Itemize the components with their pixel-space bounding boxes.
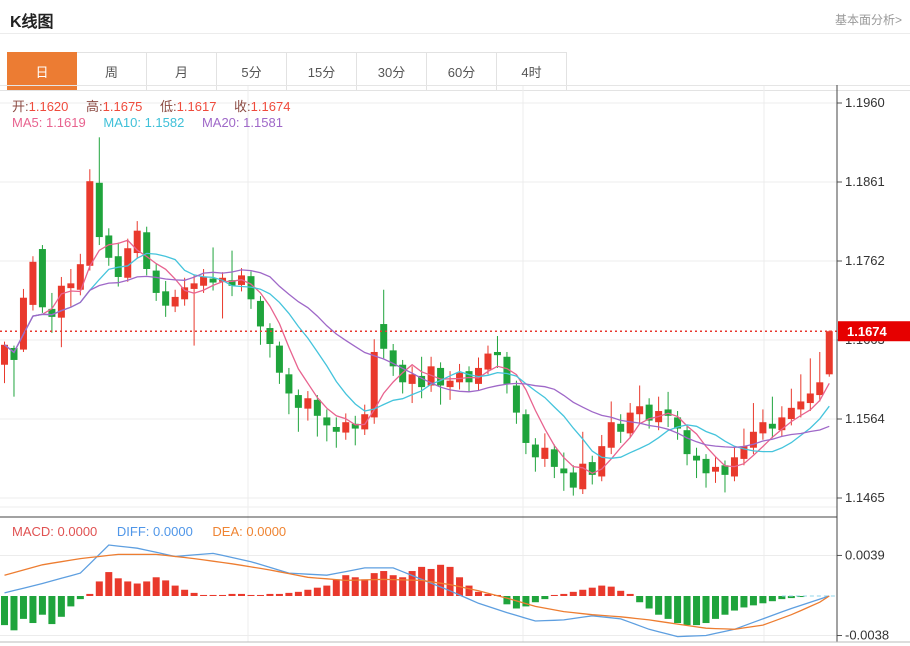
high-value: 1.1675 <box>102 99 143 114</box>
ma5-readout: MA5: 1.1619 <box>12 115 86 130</box>
fundamental-analysis-link[interactable]: 基本面分析> <box>834 13 902 27</box>
tab-5min[interactable]: 5分 <box>217 52 287 91</box>
svg-text:1.1674: 1.1674 <box>847 324 888 339</box>
period-tabbar: 日 周 月 5分 15分 30分 60分 4时 <box>7 52 567 91</box>
chart-area: 1.19601.18611.17621.16631.15641.14650.00… <box>0 85 910 643</box>
header-divider <box>0 33 910 34</box>
svg-text:1.1465: 1.1465 <box>845 490 885 505</box>
ma20-readout: MA20: 1.1581 <box>201 115 283 130</box>
svg-text:1.1762: 1.1762 <box>845 253 885 268</box>
low-label: 低: <box>160 99 177 114</box>
page-title: K线图 <box>10 14 54 31</box>
close-value: 1.1674 <box>250 99 291 114</box>
tab-month[interactable]: 月 <box>147 52 217 91</box>
open-label: 开: <box>12 99 29 114</box>
tab-15min[interactable]: 15分 <box>287 52 357 91</box>
tab-30min[interactable]: 30分 <box>357 52 427 91</box>
ma-readout: MA5: 1.1619 MA10: 1.1582 MA20: 1.1581 <box>12 115 283 130</box>
ohlc-readout: 开:1.1620 高:1.1675 低:1.1617 收:1.1674 <box>12 96 304 115</box>
svg-text:-0.0038: -0.0038 <box>845 628 889 643</box>
svg-text:0.0039: 0.0039 <box>845 547 885 562</box>
close-label: 收: <box>234 99 251 114</box>
macd-value: MACD: 0.0000 <box>12 524 98 539</box>
tab-4hour[interactable]: 4时 <box>497 52 567 91</box>
tab-60min[interactable]: 60分 <box>427 52 497 91</box>
high-label: 高: <box>86 99 103 114</box>
svg-text:1.1564: 1.1564 <box>845 411 885 426</box>
macd-readout: MACD: 0.0000 DIFF: 0.0000 DEA: 0.0000 <box>12 524 286 539</box>
svg-text:1.1861: 1.1861 <box>845 174 885 189</box>
diff-value: DIFF: 0.0000 <box>116 524 193 539</box>
dea-value: DEA: 0.0000 <box>212 524 287 539</box>
open-value: 1.1620 <box>28 99 69 114</box>
ma10-readout: MA10: 1.1582 <box>103 115 185 130</box>
kline-chart-svg: 1.19601.18611.17621.16631.15641.14650.00… <box>0 85 910 643</box>
svg-text:1.1960: 1.1960 <box>845 95 885 110</box>
low-value: 1.1617 <box>176 99 217 114</box>
tab-day[interactable]: 日 <box>7 52 77 91</box>
tabbar-underline <box>0 90 910 91</box>
